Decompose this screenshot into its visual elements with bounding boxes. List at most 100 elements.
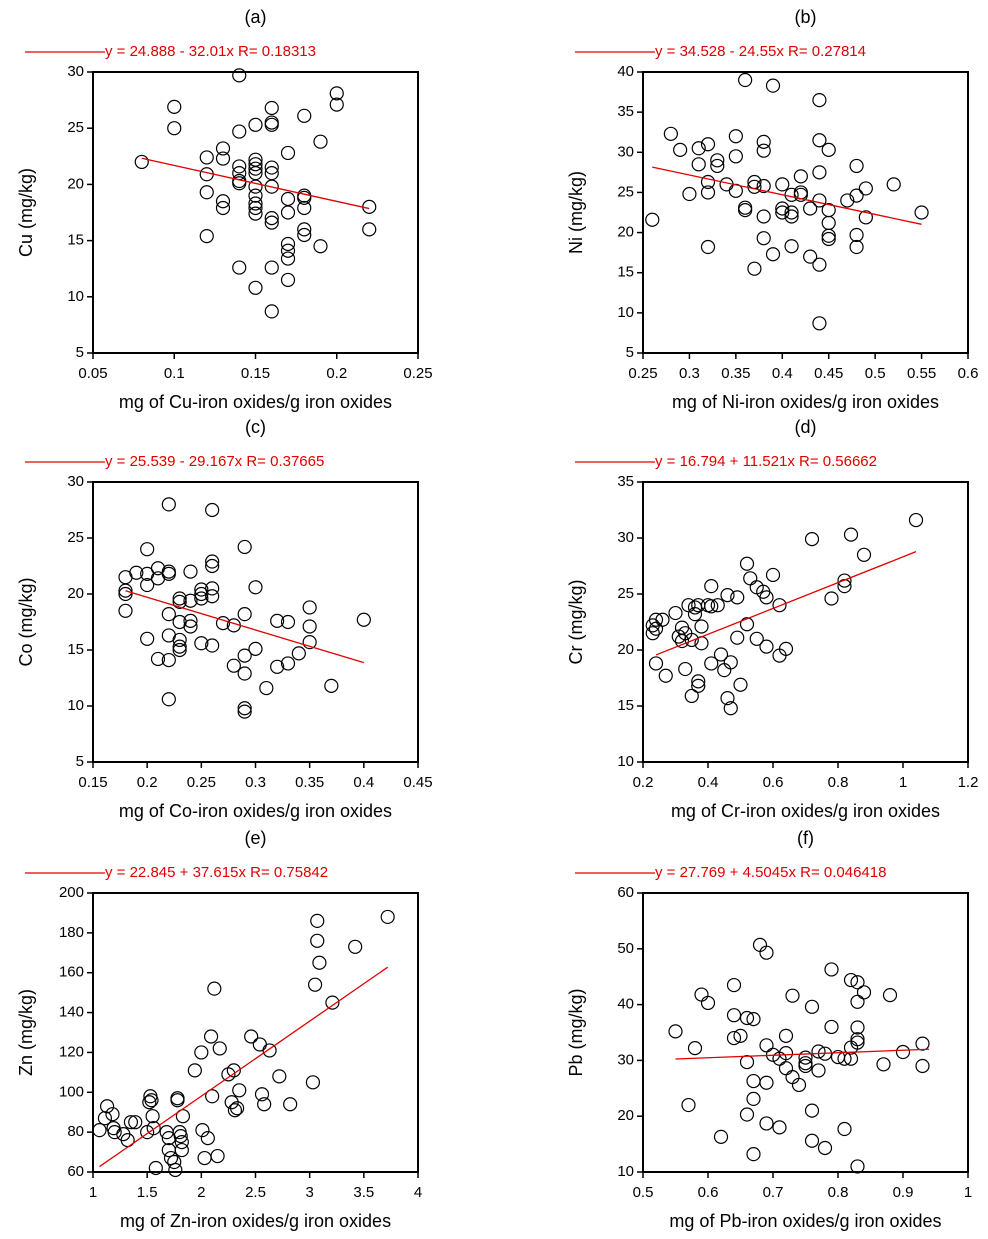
data-point — [175, 1109, 191, 1124]
data-point — [739, 556, 755, 571]
data-point — [232, 68, 247, 83]
data-point — [172, 639, 187, 654]
y-tick-label: 25 — [67, 119, 84, 136]
data-point — [280, 145, 296, 161]
data-point — [305, 1075, 321, 1090]
x-tick-label: 0.5 — [633, 1184, 654, 1201]
data-point — [684, 632, 699, 648]
y-tick-label: 160 — [59, 964, 84, 981]
y-tick-label: 80 — [67, 1123, 84, 1140]
data-point — [207, 981, 222, 996]
y-tick-label: 30 — [617, 529, 634, 546]
data-point — [915, 1036, 930, 1051]
data-point — [856, 547, 872, 562]
data-point — [248, 280, 263, 295]
data-point — [687, 1041, 703, 1056]
data-point — [775, 177, 790, 192]
y-axis-label: Pb (mg/kg) — [566, 988, 586, 1076]
data-point — [648, 656, 664, 671]
plot-frame — [92, 71, 419, 354]
data-point — [161, 607, 176, 622]
data-point — [674, 633, 690, 649]
data-point — [297, 108, 312, 123]
data-point — [170, 1093, 185, 1108]
data-point — [244, 1029, 259, 1044]
data-point — [739, 1010, 755, 1026]
data-point — [324, 678, 339, 693]
data-point — [728, 149, 743, 164]
y-tick-label: 25 — [617, 585, 634, 602]
y-tick-label: 5 — [76, 344, 84, 361]
data-point — [678, 661, 693, 677]
data-point — [144, 1093, 159, 1108]
y-tick-label: 15 — [67, 641, 84, 658]
data-point — [232, 159, 247, 174]
data-point — [307, 977, 323, 992]
x-tick-label: 3 — [305, 1184, 313, 1201]
data-point — [710, 153, 725, 168]
data-point — [348, 939, 363, 954]
data-point — [778, 1061, 794, 1076]
data-point — [784, 205, 799, 220]
legend-label: y = 16.794 + 11.521x R= 0.56662 — [655, 453, 877, 470]
y-tick-label: 5 — [76, 753, 84, 770]
data-point — [325, 995, 340, 1010]
y-tick-label: 5 — [626, 344, 634, 361]
data-point — [280, 251, 296, 266]
fit-line — [125, 590, 365, 664]
data-point — [248, 641, 263, 656]
data-point — [148, 1160, 163, 1176]
data-point — [212, 1041, 227, 1056]
data-point — [173, 1129, 188, 1144]
data-point — [850, 975, 865, 990]
data-point — [297, 222, 312, 237]
data-point — [146, 1121, 161, 1136]
data-point — [248, 188, 263, 203]
data-point — [752, 937, 768, 952]
x-tick-label: 2 — [197, 1184, 205, 1201]
x-tick-label: 0.6 — [958, 365, 979, 382]
data-point — [850, 994, 865, 1009]
data-point — [161, 1142, 176, 1158]
data-point — [215, 141, 231, 156]
data-point — [723, 701, 738, 716]
y-tick-label: 15 — [617, 697, 634, 714]
x-axis-label: mg of Pb-iron oxides/g iron oxides — [669, 1211, 941, 1231]
data-point — [237, 607, 252, 622]
data-point — [759, 1116, 774, 1131]
x-tick-label: 0.55 — [907, 365, 936, 382]
data-point — [882, 988, 898, 1003]
plot-frame — [642, 71, 969, 354]
data-point — [99, 1099, 115, 1114]
data-point — [804, 1103, 820, 1118]
data-point — [187, 1063, 202, 1078]
data-point — [140, 577, 155, 593]
data-point — [704, 599, 719, 614]
data-point — [140, 631, 155, 646]
data-point — [252, 1037, 267, 1052]
y-tick-label: 10 — [617, 753, 634, 770]
data-point — [746, 1073, 761, 1089]
data-point — [174, 1135, 189, 1150]
x-tick-label: 3.5 — [353, 1184, 374, 1201]
data-point — [759, 639, 774, 654]
data-point — [174, 1142, 189, 1158]
data-point — [237, 539, 252, 555]
data-point — [280, 236, 296, 252]
data-point — [248, 117, 263, 132]
x-tick-label: 1 — [899, 774, 907, 791]
data-point — [691, 157, 706, 172]
data-point — [297, 227, 312, 243]
x-tick-label: 0.4 — [772, 365, 793, 382]
data-point — [840, 193, 855, 208]
data-point — [812, 257, 827, 272]
data-point — [172, 632, 187, 648]
y-tick-label: 40 — [617, 996, 634, 1013]
data-point — [205, 581, 220, 596]
data-point — [145, 1109, 160, 1124]
data-point — [167, 99, 182, 114]
data-point — [700, 137, 716, 152]
data-point — [283, 1097, 298, 1112]
y-tick-label: 40 — [617, 63, 634, 80]
data-point — [254, 1087, 270, 1102]
